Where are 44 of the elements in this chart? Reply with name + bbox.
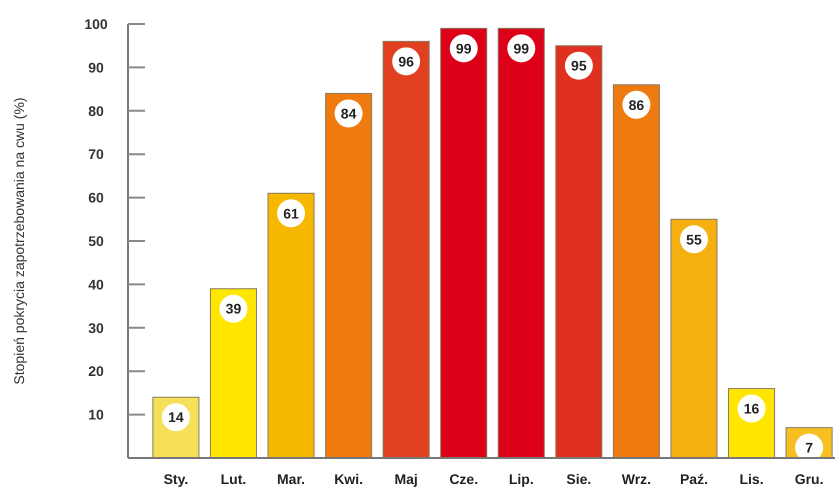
bar <box>612 84 660 458</box>
x-tick-label: Sty. <box>164 471 188 487</box>
x-tick-label: Gru. <box>794 471 824 487</box>
y-tick-label: 90 <box>88 59 104 76</box>
y-tick-label: 80 <box>88 102 104 119</box>
data-label: 99 <box>513 40 530 56</box>
x-tick-label: Sie. <box>566 471 592 487</box>
data-label: 84 <box>340 105 357 122</box>
bar <box>440 28 488 458</box>
bar <box>325 92 372 458</box>
x-tick-label: Maj <box>394 471 418 487</box>
x-tick-label: Lip. <box>508 471 534 487</box>
data-label: 86 <box>628 96 644 113</box>
y-tick-label: 100 <box>84 16 108 32</box>
data-label: 16 <box>744 400 760 417</box>
x-tick-label: Lis. <box>739 471 764 487</box>
y-tick-label: 40 <box>88 276 104 292</box>
y-tick-label: 70 <box>88 146 104 162</box>
data-label: 39 <box>226 300 242 317</box>
bar <box>555 45 602 458</box>
bar <box>210 288 257 458</box>
x-tick-label: Wrz. <box>622 471 652 487</box>
x-tick-label: Lut. <box>220 471 246 487</box>
x-tick-label: Mar. <box>277 471 306 487</box>
y-axis-title: Stopień pokrycia zapotrzebowania na cwu (%) <box>11 97 27 385</box>
y-tick-label: 20 <box>88 363 104 380</box>
y-tick-label: 10 <box>88 406 104 423</box>
bar <box>670 218 718 458</box>
x-tick-label: Paź. <box>680 471 708 487</box>
y-tick-label: 60 <box>88 190 104 206</box>
data-label: 61 <box>283 205 300 222</box>
data-label: 99 <box>456 40 472 56</box>
data-label: 55 <box>686 231 702 248</box>
y-tick-label: 30 <box>88 320 104 336</box>
bar <box>498 28 545 458</box>
bar <box>268 192 315 458</box>
y-tick-label: 50 <box>88 233 104 249</box>
x-tick-label: Cze. <box>449 471 478 487</box>
data-label: 14 <box>168 409 184 426</box>
data-label: 96 <box>398 53 414 70</box>
x-tick-label: Kwi. <box>334 471 363 487</box>
data-label: 7 <box>805 440 814 456</box>
bar <box>382 40 430 458</box>
data-label: 95 <box>571 58 587 74</box>
